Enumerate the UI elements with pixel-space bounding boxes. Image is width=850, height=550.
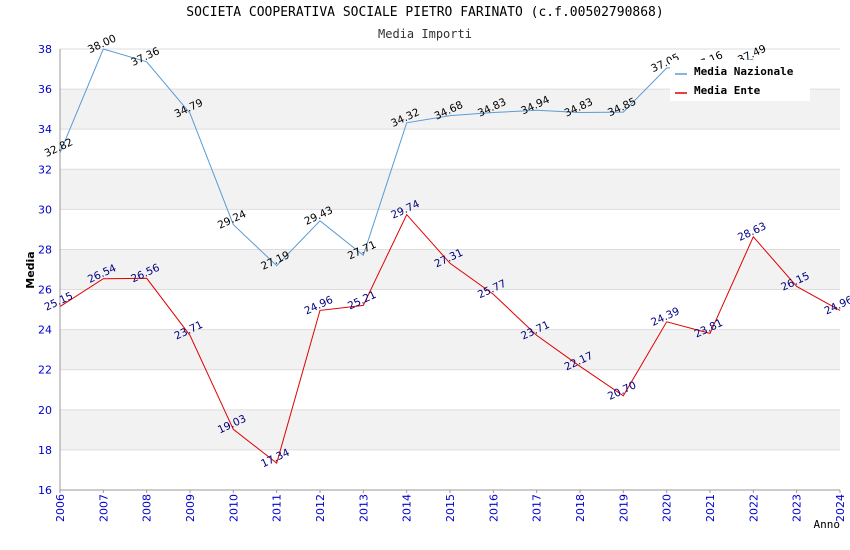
- x-tick-label: 2014: [401, 494, 414, 522]
- x-tick-label: 2007: [97, 494, 110, 522]
- x-tick-label: 2022: [747, 494, 760, 522]
- x-axis: 2006 2007 2008 2009 2010 2011 2012 2013 2014 2015…: [54, 489, 847, 522]
- grid-band: [60, 209, 840, 250]
- series-lines: [59, 48, 841, 464]
- x-tick-label: 2009: [184, 494, 197, 522]
- grid-band: [60, 369, 840, 410]
- grid-band: [60, 449, 840, 490]
- legend-label: Media Nazionale: [694, 65, 794, 78]
- y-tick-label: 22: [38, 364, 52, 377]
- grid-band: [60, 249, 840, 290]
- y-axis: 16 18 20 22 24 26 28 30 32 34 36 38: [38, 43, 61, 497]
- x-tick-label: 2024: [834, 494, 847, 522]
- y-tick-label: 28: [38, 243, 52, 256]
- x-tick-label: 2019: [617, 494, 630, 522]
- y-tick-label: 30: [38, 203, 52, 216]
- y-tick-label: 36: [38, 83, 52, 96]
- y-axis-label: Media: [24, 251, 37, 288]
- x-tick-label: 2020: [661, 494, 674, 522]
- y-tick-label: 32: [38, 163, 52, 176]
- grid-band: [60, 409, 840, 450]
- y-tick-label: 24: [38, 324, 52, 337]
- x-tick-label: 2021: [704, 494, 717, 522]
- series-line-1: [59, 213, 841, 464]
- series-line-0: [59, 48, 754, 267]
- x-tick-label: 2006: [54, 494, 67, 522]
- y-tick-label: 16: [38, 484, 52, 497]
- y-tick-label: 34: [38, 123, 52, 136]
- chart-subtitle: Media Importi: [378, 27, 472, 41]
- grid-band: [60, 129, 840, 170]
- y-tick-label: 38: [38, 43, 52, 56]
- x-tick-label: 2017: [531, 494, 544, 522]
- y-tick-label: 20: [38, 404, 52, 417]
- legend: Media Nazionale Media Ente: [670, 60, 810, 101]
- x-tick-label: 2016: [487, 494, 500, 522]
- chart-title: SOCIETA COOPERATIVA SOCIALE PIETRO FARIN…: [186, 5, 664, 20]
- x-tick-label: 2008: [141, 494, 154, 522]
- y-tick-label: 26: [38, 284, 52, 297]
- x-tick-label: 2023: [791, 494, 804, 522]
- x-tick-label: 2018: [574, 494, 587, 522]
- legend-label: Media Ente: [694, 84, 761, 97]
- x-tick-label: 2012: [314, 494, 327, 522]
- grid-band: [60, 169, 840, 210]
- x-tick-label: 2013: [357, 494, 370, 522]
- y-tick-label: 18: [38, 444, 52, 457]
- grid-band: [60, 289, 840, 330]
- x-tick-label: 2015: [444, 494, 457, 522]
- x-tick-label: 2011: [271, 494, 284, 522]
- legend-box: [670, 60, 810, 101]
- x-tick-label: 2010: [227, 494, 240, 522]
- x-axis-label: Anno: [814, 518, 841, 531]
